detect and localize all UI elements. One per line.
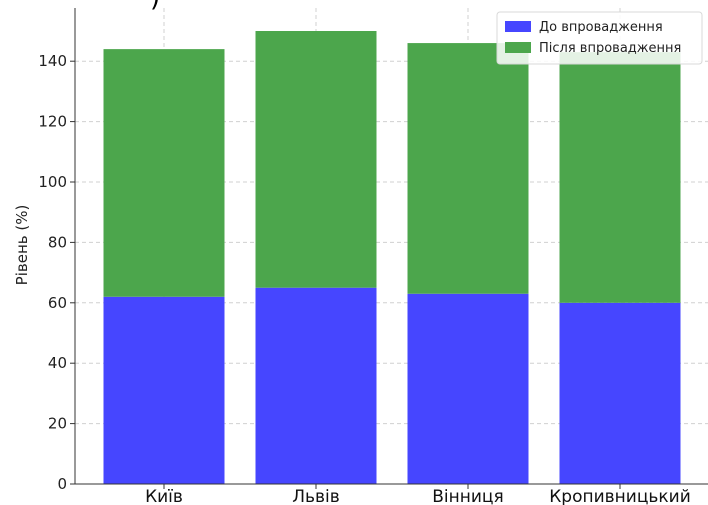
x-tick-label-0: Київ <box>145 487 183 505</box>
bar-after-2 <box>407 43 529 294</box>
bar-before-0 <box>103 296 225 484</box>
x-tick-label-2: Вінниця <box>432 487 503 505</box>
bar-after-3 <box>559 52 681 303</box>
y-ticks: 0 20 40 60 80 100 120 140 <box>38 52 75 493</box>
x-ticks: Київ Львів Вінниця Кропивницький <box>145 484 691 505</box>
bar-before-3 <box>559 302 681 484</box>
y-axis-label: Рівень (%) <box>13 205 31 286</box>
legend-swatch-0 <box>505 21 531 32</box>
y-tick-label-80: 80 <box>48 233 67 251</box>
legend-label-0: До впровадження <box>539 20 663 35</box>
x-tick-label-3: Кропивницький <box>549 487 691 505</box>
bar-after-1 <box>255 31 377 288</box>
axes <box>74 8 708 485</box>
y-tick-label-20: 20 <box>48 415 67 433</box>
y-tick-label-60: 60 <box>48 294 67 312</box>
y-tick-label-40: 40 <box>48 354 67 372</box>
bar-before-1 <box>255 287 377 484</box>
bar-before-2 <box>407 293 529 484</box>
y-tick-label-120: 120 <box>38 113 67 131</box>
legend-swatch-1 <box>505 42 531 53</box>
legend-label-1: Після впровадження <box>539 41 681 56</box>
legend-box <box>496 11 703 65</box>
y-tick-label-0: 0 <box>57 475 67 493</box>
x-tick-label-1: Львів <box>292 487 340 505</box>
bar-after-0 <box>103 49 225 297</box>
legend: До впровадження Після впровадження <box>496 11 703 65</box>
y-tick-label-100: 100 <box>38 173 67 191</box>
bars <box>103 31 681 484</box>
y-tick-label-140: 140 <box>38 52 67 70</box>
cropped-title-fragment: ) <box>150 0 160 13</box>
